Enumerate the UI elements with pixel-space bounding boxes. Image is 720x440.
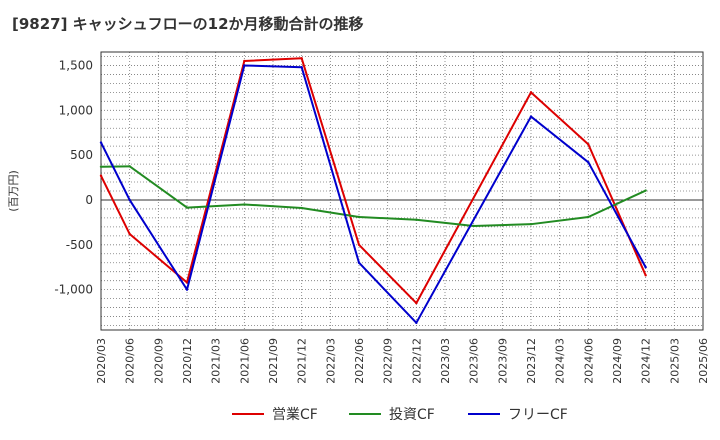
x-tick-label: 2020/03 xyxy=(95,338,108,384)
x-tick-label: 2021/06 xyxy=(238,338,251,384)
y-tick-label: -500 xyxy=(66,238,93,252)
legend-item: フリーCF xyxy=(468,407,568,423)
data-point xyxy=(644,266,647,269)
data-point xyxy=(243,59,246,63)
legend-label: フリーCF xyxy=(508,407,568,423)
data-point xyxy=(128,232,131,236)
data-point xyxy=(529,91,533,94)
legend-label: 投資CF xyxy=(389,407,435,423)
data-point xyxy=(415,218,418,221)
series-line-投資CF xyxy=(100,165,647,227)
legend-label: 営業CF xyxy=(272,407,318,423)
data-point xyxy=(529,222,533,226)
data-point xyxy=(357,261,361,264)
x-tick-label: 2021/09 xyxy=(267,338,280,384)
y-axis-label: (百万円) xyxy=(7,170,20,212)
y-tick-label: -1,000 xyxy=(54,283,93,297)
y-tick-label: 0 xyxy=(85,193,93,207)
x-tick-label: 2022/03 xyxy=(324,338,337,384)
data-point xyxy=(300,66,303,69)
data-point xyxy=(99,141,103,144)
legend: 営業CF 投資CF フリーCF xyxy=(232,407,568,423)
y-tick-label: 1,500 xyxy=(59,58,93,72)
data-point xyxy=(529,115,533,118)
x-tick-label: 2022/09 xyxy=(382,338,395,384)
x-tick-label: 2022/06 xyxy=(353,338,366,384)
x-tick-label: 2025/06 xyxy=(697,338,710,384)
legend-item: 営業CF xyxy=(232,407,318,423)
data-point xyxy=(587,143,590,146)
x-tick-label: 2023/12 xyxy=(525,338,538,384)
data-point xyxy=(644,274,647,277)
data-point xyxy=(300,57,303,60)
x-tick-label: 2020/12 xyxy=(181,338,194,384)
x-tick-label: 2021/03 xyxy=(210,338,223,384)
x-tick-label: 2020/06 xyxy=(124,338,137,384)
series-lines xyxy=(99,57,647,325)
data-point xyxy=(357,215,361,219)
data-point xyxy=(357,243,361,247)
x-tick-label: 2025/03 xyxy=(668,338,681,384)
series-line-フリーCF xyxy=(100,64,647,324)
legend-item: 投資CF xyxy=(349,407,435,423)
x-tick-label: 2023/09 xyxy=(496,338,509,384)
data-point xyxy=(243,64,246,67)
x-tick-label: 2021/12 xyxy=(296,338,309,384)
data-point xyxy=(128,165,131,168)
x-tick-label: 2023/03 xyxy=(439,338,452,384)
data-point xyxy=(185,206,189,209)
x-tick-label: 2020/09 xyxy=(152,338,165,384)
x-tick-label: 2024/06 xyxy=(582,338,595,384)
x-tick-label: 2024/12 xyxy=(640,338,653,384)
data-point xyxy=(300,206,303,210)
data-point xyxy=(415,301,418,305)
data-point xyxy=(587,161,590,164)
data-point xyxy=(587,215,590,219)
axes: 1,500 1,000 500 0 -500 -1,000 (百万円) 2020/03 2020… xyxy=(7,51,710,384)
x-tick-label: 2023/06 xyxy=(468,338,481,384)
chart-title: [9827] キャッシュフローの12か月移動合計の推移 xyxy=(12,15,364,33)
data-point xyxy=(472,224,475,228)
data-point xyxy=(99,174,103,177)
grid xyxy=(100,52,704,330)
data-point xyxy=(243,203,246,206)
data-point xyxy=(99,165,103,168)
y-tick-label: 500 xyxy=(70,148,93,162)
data-point xyxy=(644,189,647,192)
x-tick-label: 2022/12 xyxy=(410,338,423,384)
data-point xyxy=(128,198,131,202)
data-point xyxy=(185,288,189,291)
data-point xyxy=(185,281,189,284)
y-tick-label: 1,000 xyxy=(59,103,93,117)
x-tick-label: 2024/03 xyxy=(554,338,567,384)
data-point xyxy=(415,321,418,325)
series-line-営業CF xyxy=(100,57,647,305)
plot-frame xyxy=(100,51,704,331)
x-tick-label: 2024/09 xyxy=(611,338,624,384)
